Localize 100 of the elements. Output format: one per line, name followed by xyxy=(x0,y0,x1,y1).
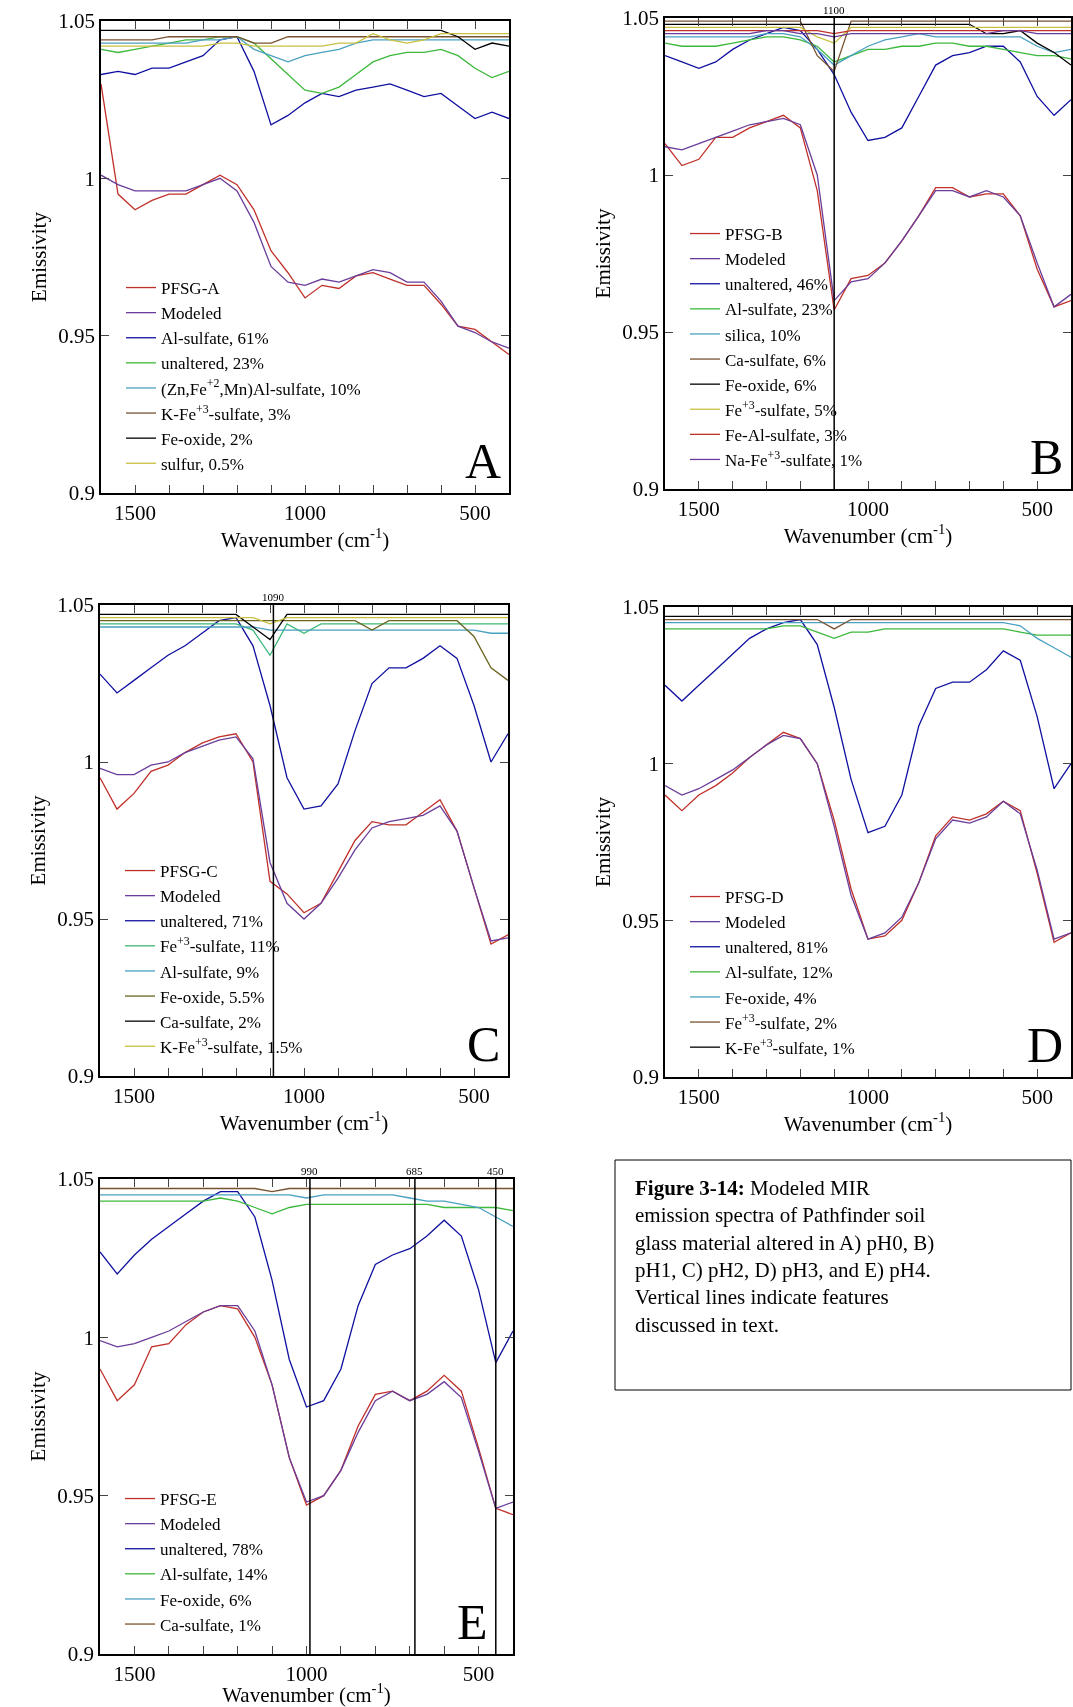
ref-line-label: 1100 xyxy=(823,4,846,16)
y-tick-label: 1 xyxy=(83,1325,95,1350)
x-tick-label: 1000 xyxy=(847,496,889,521)
text: Figure 3-14: xyxy=(635,1176,745,1200)
ref-line-label: 685 xyxy=(406,1165,423,1177)
legend-label: Modeled xyxy=(161,304,222,324)
legend-label: PFSG-C xyxy=(160,862,218,882)
legend-label: K-Fe$^{+3}$-sulfate, 1% xyxy=(725,1035,855,1058)
x-tick-label: 1500 xyxy=(677,496,720,521)
annotation: B xyxy=(1030,429,1064,485)
line-series xyxy=(665,618,1071,834)
y-tick-label: 1.05 xyxy=(622,595,660,620)
legend-label: Modeled xyxy=(160,1515,221,1535)
annotation: D xyxy=(1027,1017,1064,1073)
legend-label: PFSG-B xyxy=(725,225,783,245)
y-tick-label: 1 xyxy=(83,750,95,775)
x-axis-title: Wavenumber (cm$^{-1}$) xyxy=(219,1107,389,1135)
legend-label: silica, 10% xyxy=(725,325,801,345)
x-tick-label: 1500 xyxy=(113,1661,156,1686)
y-tick-label: 1 xyxy=(648,163,660,188)
legend-label: (Zn,Fe$^{+2}$,Mn)Al-sulfate, 10% xyxy=(161,376,361,399)
y-tick-label: 0.9 xyxy=(67,1064,95,1089)
legend-label: Fe$^{+3}$-sulfate, 2% xyxy=(725,1010,837,1033)
legend-label: Ca-sulfate, 1% xyxy=(160,1615,262,1635)
x-axis-title: Wavenumber (cm$^{-1}$) xyxy=(783,520,953,548)
y-tick-label: 0.95 xyxy=(57,1484,95,1509)
line-series xyxy=(100,1194,513,1228)
x-tick-label: 1500 xyxy=(677,1084,720,1109)
x-tick-label: 500 xyxy=(458,1083,490,1108)
y-axis-title: Emissivity xyxy=(26,211,51,302)
y-tick-label: 0.9 xyxy=(632,477,660,502)
ref-line-label: 450 xyxy=(487,1165,504,1177)
line-series xyxy=(101,83,509,356)
legend-label: PFSG-D xyxy=(725,888,784,908)
line-series xyxy=(665,622,1071,658)
x-axis-title: Wavenumber (cm$^{-1}$) xyxy=(220,524,390,552)
legend-label: PFSG-E xyxy=(160,1490,217,1510)
legend-label: unaltered, 71% xyxy=(160,912,263,932)
y-tick-label: 0.95 xyxy=(622,320,660,345)
line-series xyxy=(101,36,509,126)
y-tick-label: 0.95 xyxy=(622,908,660,933)
y-tick-label: 1.05 xyxy=(57,593,95,618)
legend-label: unaltered, 81% xyxy=(725,938,828,958)
y-tick-label: 0.9 xyxy=(632,1065,660,1090)
legend-label: Modeled xyxy=(725,913,786,933)
x-tick-label: 500 xyxy=(1021,496,1053,521)
legend-label: unaltered, 78% xyxy=(160,1540,263,1560)
legend-label: Modeled xyxy=(725,250,786,270)
legend-label: Al-sulfate, 14% xyxy=(160,1565,268,1585)
y-axis-title: Emissivity xyxy=(590,208,615,299)
line-series xyxy=(101,174,509,349)
y-tick-label: 0.95 xyxy=(57,907,95,932)
y-tick-label: 1.05 xyxy=(57,1167,95,1192)
legend-label: unaltered, 23% xyxy=(161,354,264,374)
line-series xyxy=(665,26,1071,142)
line-series xyxy=(100,616,508,810)
legend-label: Al-sulfate, 9% xyxy=(160,962,260,982)
x-tick-label: 1000 xyxy=(283,1083,325,1108)
annotation: A xyxy=(465,433,502,489)
y-axis-title: Emissivity xyxy=(25,1371,50,1462)
legend-label: Ca-sulfate, 6% xyxy=(725,350,827,370)
y-axis-title: Emissivity xyxy=(25,795,50,886)
y-tick-label: 1 xyxy=(648,752,660,777)
legend-label: Fe-oxide, 5.5% xyxy=(160,987,265,1007)
legend-label: Fe-oxide, 2% xyxy=(161,429,253,449)
legend-label: Ca-sulfate, 2% xyxy=(160,1012,262,1032)
legend-label: Fe-oxide, 4% xyxy=(725,988,817,1008)
x-axis-title: Wavenumber (cm$^{-1}$) xyxy=(783,1108,953,1136)
line-series xyxy=(100,1191,513,1408)
legend-label: sulfur, 0.5% xyxy=(161,454,244,474)
x-tick-label: 500 xyxy=(462,1661,495,1686)
legend-label: unaltered, 46% xyxy=(725,275,828,295)
x-tick-label: 500 xyxy=(1021,1084,1053,1109)
y-tick-label: 0.9 xyxy=(68,481,96,506)
y-axis-title: Emissivity xyxy=(590,796,615,887)
y-tick-label: 1.05 xyxy=(622,6,660,31)
annotation: E xyxy=(457,1594,488,1650)
line-series xyxy=(665,625,1071,639)
legend-label: Fe-oxide, 6% xyxy=(725,375,817,395)
legend-label: Modeled xyxy=(160,887,221,907)
y-tick-label: 0.95 xyxy=(58,324,96,349)
x-tick-label: 1000 xyxy=(284,500,326,525)
legend-label: K-Fe$^{+3}$-sulfate, 3% xyxy=(161,401,291,424)
x-tick-label: 1500 xyxy=(113,1083,155,1108)
legend-label: Al-sulfate, 12% xyxy=(725,963,833,983)
legend-label: Al-sulfate, 61% xyxy=(161,329,269,349)
x-tick-label: 500 xyxy=(459,500,491,525)
ref-line-label: 1090 xyxy=(262,591,285,603)
ref-line-label: 990 xyxy=(301,1165,318,1177)
x-tick-label: 1500 xyxy=(114,500,156,525)
line-series xyxy=(100,620,508,682)
legend-label: PFSG-A xyxy=(161,279,221,299)
annotation: C xyxy=(467,1016,501,1072)
line-series xyxy=(100,623,508,656)
y-tick-label: 1 xyxy=(84,166,96,191)
line-series xyxy=(100,1197,513,1215)
legend-label: Fe-oxide, 6% xyxy=(160,1590,252,1610)
line-series xyxy=(101,36,509,63)
x-tick-label: 1000 xyxy=(847,1084,889,1109)
legend-label: Al-sulfate, 23% xyxy=(725,300,833,320)
